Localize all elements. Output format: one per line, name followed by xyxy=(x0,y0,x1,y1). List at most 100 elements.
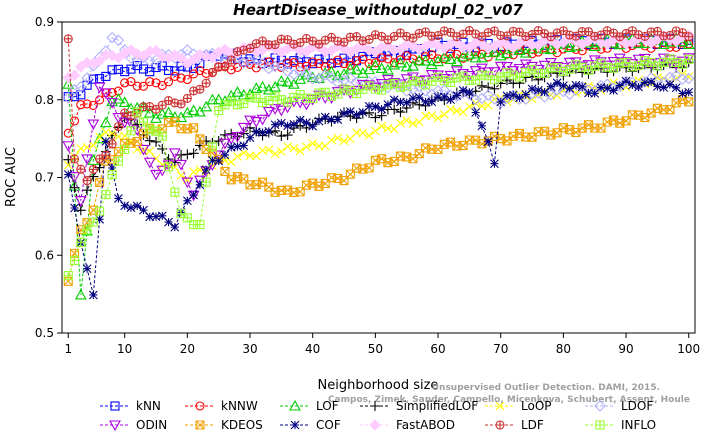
data-point xyxy=(225,134,238,145)
data-point xyxy=(88,217,98,227)
data-point xyxy=(162,106,175,118)
data-point xyxy=(214,105,224,116)
data-point xyxy=(446,104,455,114)
x-axis-label: Neighborhood size xyxy=(318,378,439,393)
data-point xyxy=(126,77,136,87)
legend-label: kNN xyxy=(136,399,161,413)
data-point xyxy=(513,44,526,55)
data-point xyxy=(646,77,656,87)
data-point xyxy=(502,91,512,101)
data-point xyxy=(269,80,282,92)
data-point xyxy=(538,42,551,54)
x-tick-label: 70 xyxy=(493,342,508,356)
data-point xyxy=(106,97,119,109)
data-point xyxy=(132,107,142,117)
data-point xyxy=(107,65,117,75)
data-point xyxy=(659,83,669,92)
data-point xyxy=(245,133,255,143)
data-point xyxy=(201,136,212,147)
data-point xyxy=(132,60,142,71)
data-point xyxy=(206,93,219,105)
y-tick-label: 0.8 xyxy=(35,93,54,107)
data-point xyxy=(170,66,180,76)
data-point xyxy=(682,53,695,64)
data-point xyxy=(82,99,92,109)
data-point xyxy=(338,68,350,79)
data-point xyxy=(463,41,476,54)
legend-label: SimplifiedLOF xyxy=(396,399,478,413)
data-point xyxy=(182,74,192,85)
data-point xyxy=(82,225,92,235)
data-point xyxy=(369,59,382,71)
data-point xyxy=(195,84,205,94)
data-point xyxy=(358,51,368,62)
data-point xyxy=(402,116,412,125)
x-tick-label: 1 xyxy=(64,342,72,356)
data-point xyxy=(132,81,142,91)
legend-item-odin: ODIN xyxy=(100,418,167,432)
data-point xyxy=(325,72,338,84)
data-point xyxy=(143,106,156,118)
data-point xyxy=(276,147,286,156)
data-point xyxy=(475,51,488,63)
data-point xyxy=(381,63,394,75)
data-point xyxy=(74,288,87,300)
data-point xyxy=(544,43,557,55)
data-point xyxy=(113,121,123,132)
x-tick-label: 60 xyxy=(430,342,445,356)
data-point xyxy=(345,107,355,116)
data-point xyxy=(113,64,123,74)
data-point xyxy=(107,170,117,180)
legend-item-simplifiedlof: SimplifiedLOF xyxy=(360,399,478,413)
data-point xyxy=(182,213,192,223)
data-point xyxy=(206,51,219,64)
data-point xyxy=(181,44,194,56)
data-point xyxy=(358,107,368,117)
data-point xyxy=(489,83,500,94)
data-point xyxy=(132,119,143,130)
data-point xyxy=(101,189,111,200)
data-point xyxy=(501,92,513,104)
data-point xyxy=(95,206,105,216)
data-point xyxy=(419,54,432,66)
data-point xyxy=(294,65,306,78)
data-point xyxy=(251,151,261,161)
data-point xyxy=(339,37,349,47)
data-point xyxy=(99,116,112,128)
data-point xyxy=(565,83,575,93)
data-point xyxy=(665,30,675,40)
data-point xyxy=(151,136,162,147)
y-tick-label: 0.5 xyxy=(35,326,54,340)
data-point xyxy=(120,201,130,211)
legend-item-kdeos: KDEOS xyxy=(185,418,263,432)
data-point xyxy=(494,61,507,73)
data-point xyxy=(82,264,92,274)
data-point xyxy=(201,177,211,187)
data-point xyxy=(220,62,230,72)
data-point xyxy=(514,72,525,82)
data-point xyxy=(220,150,230,160)
data-point xyxy=(527,30,537,40)
data-point xyxy=(670,69,682,82)
data-point xyxy=(433,31,443,41)
data-point xyxy=(333,115,343,124)
data-point xyxy=(118,117,131,129)
x-tick-label: 40 xyxy=(305,342,320,356)
series-line xyxy=(67,98,689,282)
data-point xyxy=(237,122,250,134)
data-point xyxy=(314,54,324,64)
data-point xyxy=(488,45,501,57)
data-point xyxy=(433,113,443,123)
data-point xyxy=(187,104,200,116)
data-point xyxy=(364,131,374,140)
data-point xyxy=(494,97,507,109)
data-point xyxy=(276,118,286,128)
data-point xyxy=(168,148,181,160)
data-point xyxy=(76,164,86,174)
data-point xyxy=(151,212,161,222)
data-point xyxy=(546,82,556,92)
data-point xyxy=(282,130,293,141)
data-point xyxy=(68,69,81,81)
data-point xyxy=(200,100,213,112)
data-point xyxy=(143,55,156,67)
